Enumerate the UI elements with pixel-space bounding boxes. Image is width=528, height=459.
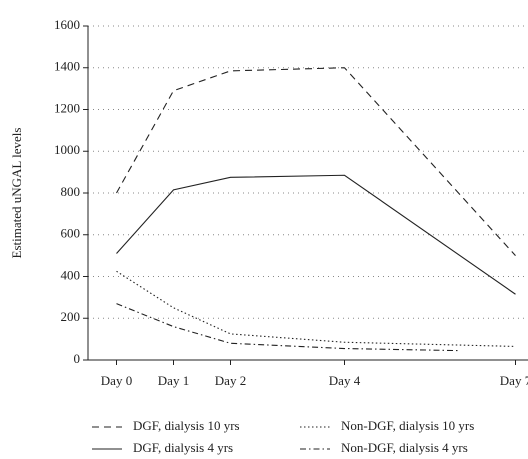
series-line <box>116 270 516 347</box>
y-tick-label: 1600 <box>54 17 80 32</box>
y-tick-label: 200 <box>61 309 81 324</box>
x-tick-label: Day 4 <box>329 373 361 388</box>
y-tick-label: 800 <box>61 184 81 199</box>
x-tick-label: Day 0 <box>101 373 132 388</box>
x-tick-label: Day 1 <box>158 373 189 388</box>
legend-label: DGF, dialysis 10 yrs <box>133 418 240 433</box>
series-line <box>116 174 516 295</box>
series-line <box>116 303 459 352</box>
legend-label: Non-DGF, dialysis 4 yrs <box>341 440 468 455</box>
y-tick-label: 1200 <box>54 100 80 115</box>
legend-label: DGF, dialysis 4 yrs <box>133 440 233 455</box>
series-line <box>116 67 516 256</box>
y-axis-label: Estimated uNGAL levels <box>9 128 24 259</box>
y-tick-label: 1000 <box>54 142 80 157</box>
x-tick-label: Day 7 <box>500 373 528 388</box>
y-tick-label: 400 <box>61 267 81 282</box>
y-tick-label: 0 <box>74 351 81 366</box>
y-tick-label: 600 <box>61 226 81 241</box>
legend-label: Non-DGF, dialysis 10 yrs <box>341 418 474 433</box>
x-tick-label: Day 2 <box>215 373 246 388</box>
y-tick-label: 1400 <box>54 59 80 74</box>
